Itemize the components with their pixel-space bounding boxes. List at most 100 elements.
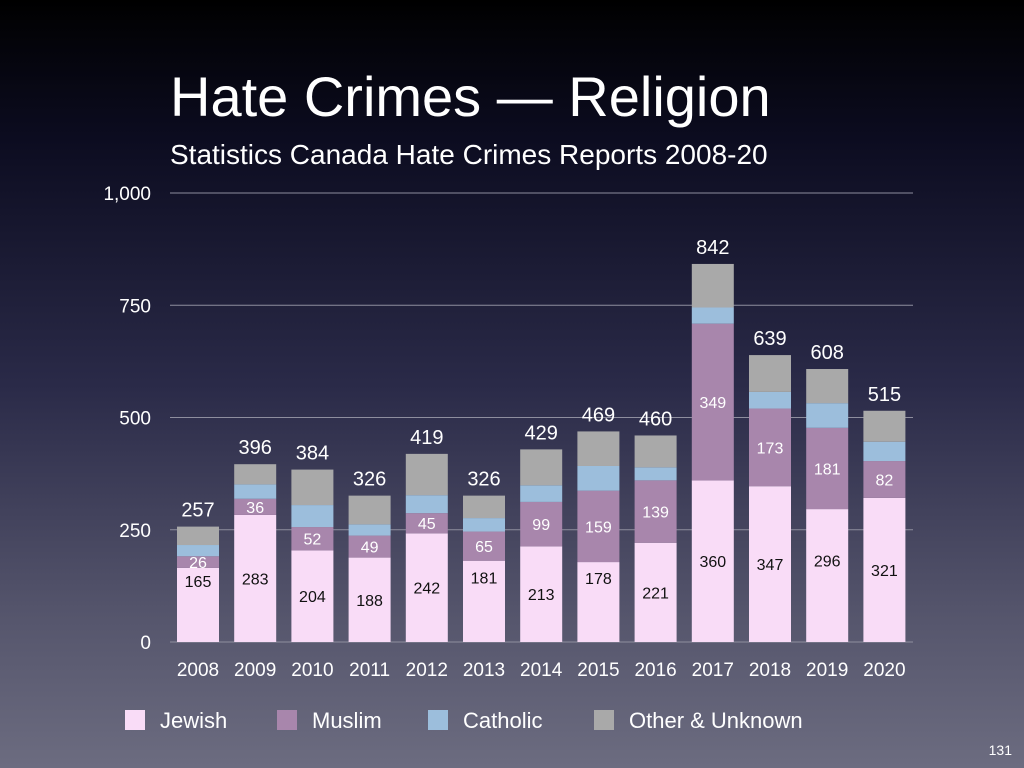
bar-segment-other-unknown xyxy=(634,435,677,468)
bar-segment-other-unknown xyxy=(348,495,391,525)
muslim-data-label: 99 xyxy=(532,517,550,534)
bar-segment-other-unknown xyxy=(806,369,849,404)
x-tick-label: 2013 xyxy=(463,660,505,681)
bar-total-label: 396 xyxy=(239,437,272,459)
jewish-data-label: 283 xyxy=(242,571,269,588)
bar-segment-jewish xyxy=(634,542,677,642)
bar-segment-other-unknown xyxy=(234,464,277,485)
legend-swatch xyxy=(594,710,614,730)
y-tick-label: 0 xyxy=(140,633,151,654)
x-tick-label: 2012 xyxy=(406,660,448,681)
bar-segment-catholic xyxy=(806,403,849,428)
bar-segment-muslim xyxy=(348,535,391,558)
bars xyxy=(177,263,906,642)
jewish-data-label: 347 xyxy=(757,557,784,574)
bar-total-label: 384 xyxy=(296,443,329,465)
legend: Jewish Muslim Catholic Other & Unknown xyxy=(125,708,803,733)
bar-segment-catholic xyxy=(405,495,448,514)
y-tick-label: 500 xyxy=(119,409,151,430)
bar-segment-jewish xyxy=(577,562,620,642)
legend-label: Muslim xyxy=(312,708,382,733)
bar-total-label: 469 xyxy=(582,404,615,426)
bar-total-label: 639 xyxy=(753,328,786,350)
x-tick-label: 2020 xyxy=(863,660,905,681)
x-tick-label: 2015 xyxy=(577,660,619,681)
legend-swatch xyxy=(125,710,145,730)
jewish-data-label: 213 xyxy=(528,587,555,604)
muslim-data-label: 139 xyxy=(642,505,669,522)
legend-swatch xyxy=(277,710,297,730)
page-number: 131 xyxy=(988,742,1012,758)
bar-segment-muslim xyxy=(863,461,906,498)
jewish-data-label: 188 xyxy=(356,593,383,610)
bar-segment-catholic xyxy=(863,441,906,462)
y-tick-label: 750 xyxy=(119,296,151,317)
muslim-data-label: 349 xyxy=(699,395,726,412)
bar-segment-catholic xyxy=(234,484,277,499)
bar-segment-catholic xyxy=(634,467,677,481)
x-tick-label: 2010 xyxy=(291,660,333,681)
bar-total-label: 608 xyxy=(811,342,844,364)
jewish-data-label: 221 xyxy=(642,585,669,602)
bar-segment-muslim xyxy=(291,527,334,551)
jewish-data-label: 178 xyxy=(585,571,612,588)
x-tick-label: 2009 xyxy=(234,660,276,681)
bar-segment-jewish xyxy=(749,486,791,642)
bar-segment-jewish xyxy=(405,533,448,642)
bar-segment-jewish xyxy=(863,497,906,642)
jewish-data-label: 321 xyxy=(871,563,898,580)
bar-segment-catholic xyxy=(177,545,219,557)
bar-segment-catholic xyxy=(520,485,563,502)
jewish-data-label: 165 xyxy=(185,574,212,591)
bar-segment-muslim xyxy=(234,498,277,515)
x-tick-label: 2008 xyxy=(177,660,219,681)
muslim-data-label: 45 xyxy=(418,516,436,533)
bar-segment-jewish xyxy=(348,557,391,642)
bar-total-label: 842 xyxy=(696,237,729,259)
bar-segment-catholic xyxy=(577,465,620,491)
x-tick-label: 2014 xyxy=(520,660,563,681)
bar-segment-other-unknown xyxy=(749,355,791,392)
bar-segment-other-unknown xyxy=(291,469,334,506)
x-tick-label: 2017 xyxy=(692,660,734,681)
bar-segment-catholic xyxy=(749,391,791,409)
muslim-data-label: 82 xyxy=(876,472,894,489)
muslim-data-label: 65 xyxy=(475,539,493,556)
bar-segment-jewish xyxy=(234,514,277,642)
y-tick-label: 250 xyxy=(119,521,151,542)
muslim-data-label: 52 xyxy=(304,532,322,549)
muslim-data-label: 36 xyxy=(246,500,264,517)
bar-total-label: 326 xyxy=(353,469,386,491)
muslim-data-label: 159 xyxy=(585,519,612,536)
bar-segment-jewish xyxy=(463,560,505,642)
jewish-data-label: 242 xyxy=(413,581,440,598)
bar-segment-other-unknown xyxy=(405,453,448,496)
x-tick-label: 2016 xyxy=(634,660,676,681)
bar-total-label: 429 xyxy=(525,422,558,444)
legend-label: Other & Unknown xyxy=(629,708,803,733)
bar-segment-muslim xyxy=(177,556,219,568)
bar-segment-catholic xyxy=(291,505,334,528)
bar-total-label: 460 xyxy=(639,408,672,430)
muslim-data-label: 173 xyxy=(757,440,784,457)
bar-segment-other-unknown xyxy=(463,495,505,519)
legend-label: Catholic xyxy=(463,708,542,733)
jewish-data-label: 181 xyxy=(471,570,498,587)
x-axis-ticks: 2008 2009 2010 2011 2012 2013 2014 2015 2016 2017… xyxy=(177,660,906,681)
bar-segment-other-unknown xyxy=(520,449,563,486)
bar-segment-jewish xyxy=(291,550,334,642)
legend-label: Jewish xyxy=(160,708,227,733)
bar-segment-muslim xyxy=(806,427,849,510)
bar-segment-other-unknown xyxy=(577,431,620,466)
bar-total-label: 326 xyxy=(467,469,500,491)
bar-segment-catholic xyxy=(691,307,734,324)
jewish-data-label: 360 xyxy=(699,554,726,571)
jewish-data-label: 204 xyxy=(299,589,326,606)
bar-segment-other-unknown xyxy=(691,263,734,308)
jewish-data-label: 296 xyxy=(814,554,841,571)
bar-total-label: 515 xyxy=(868,384,901,406)
muslim-data-label: 181 xyxy=(814,461,841,478)
bar-segment-jewish xyxy=(806,509,849,642)
data-labels: 257 396 384 326 419 326 429 469 460 842 639 608 515 1… xyxy=(181,237,901,610)
bar-segment-muslim xyxy=(577,490,620,563)
